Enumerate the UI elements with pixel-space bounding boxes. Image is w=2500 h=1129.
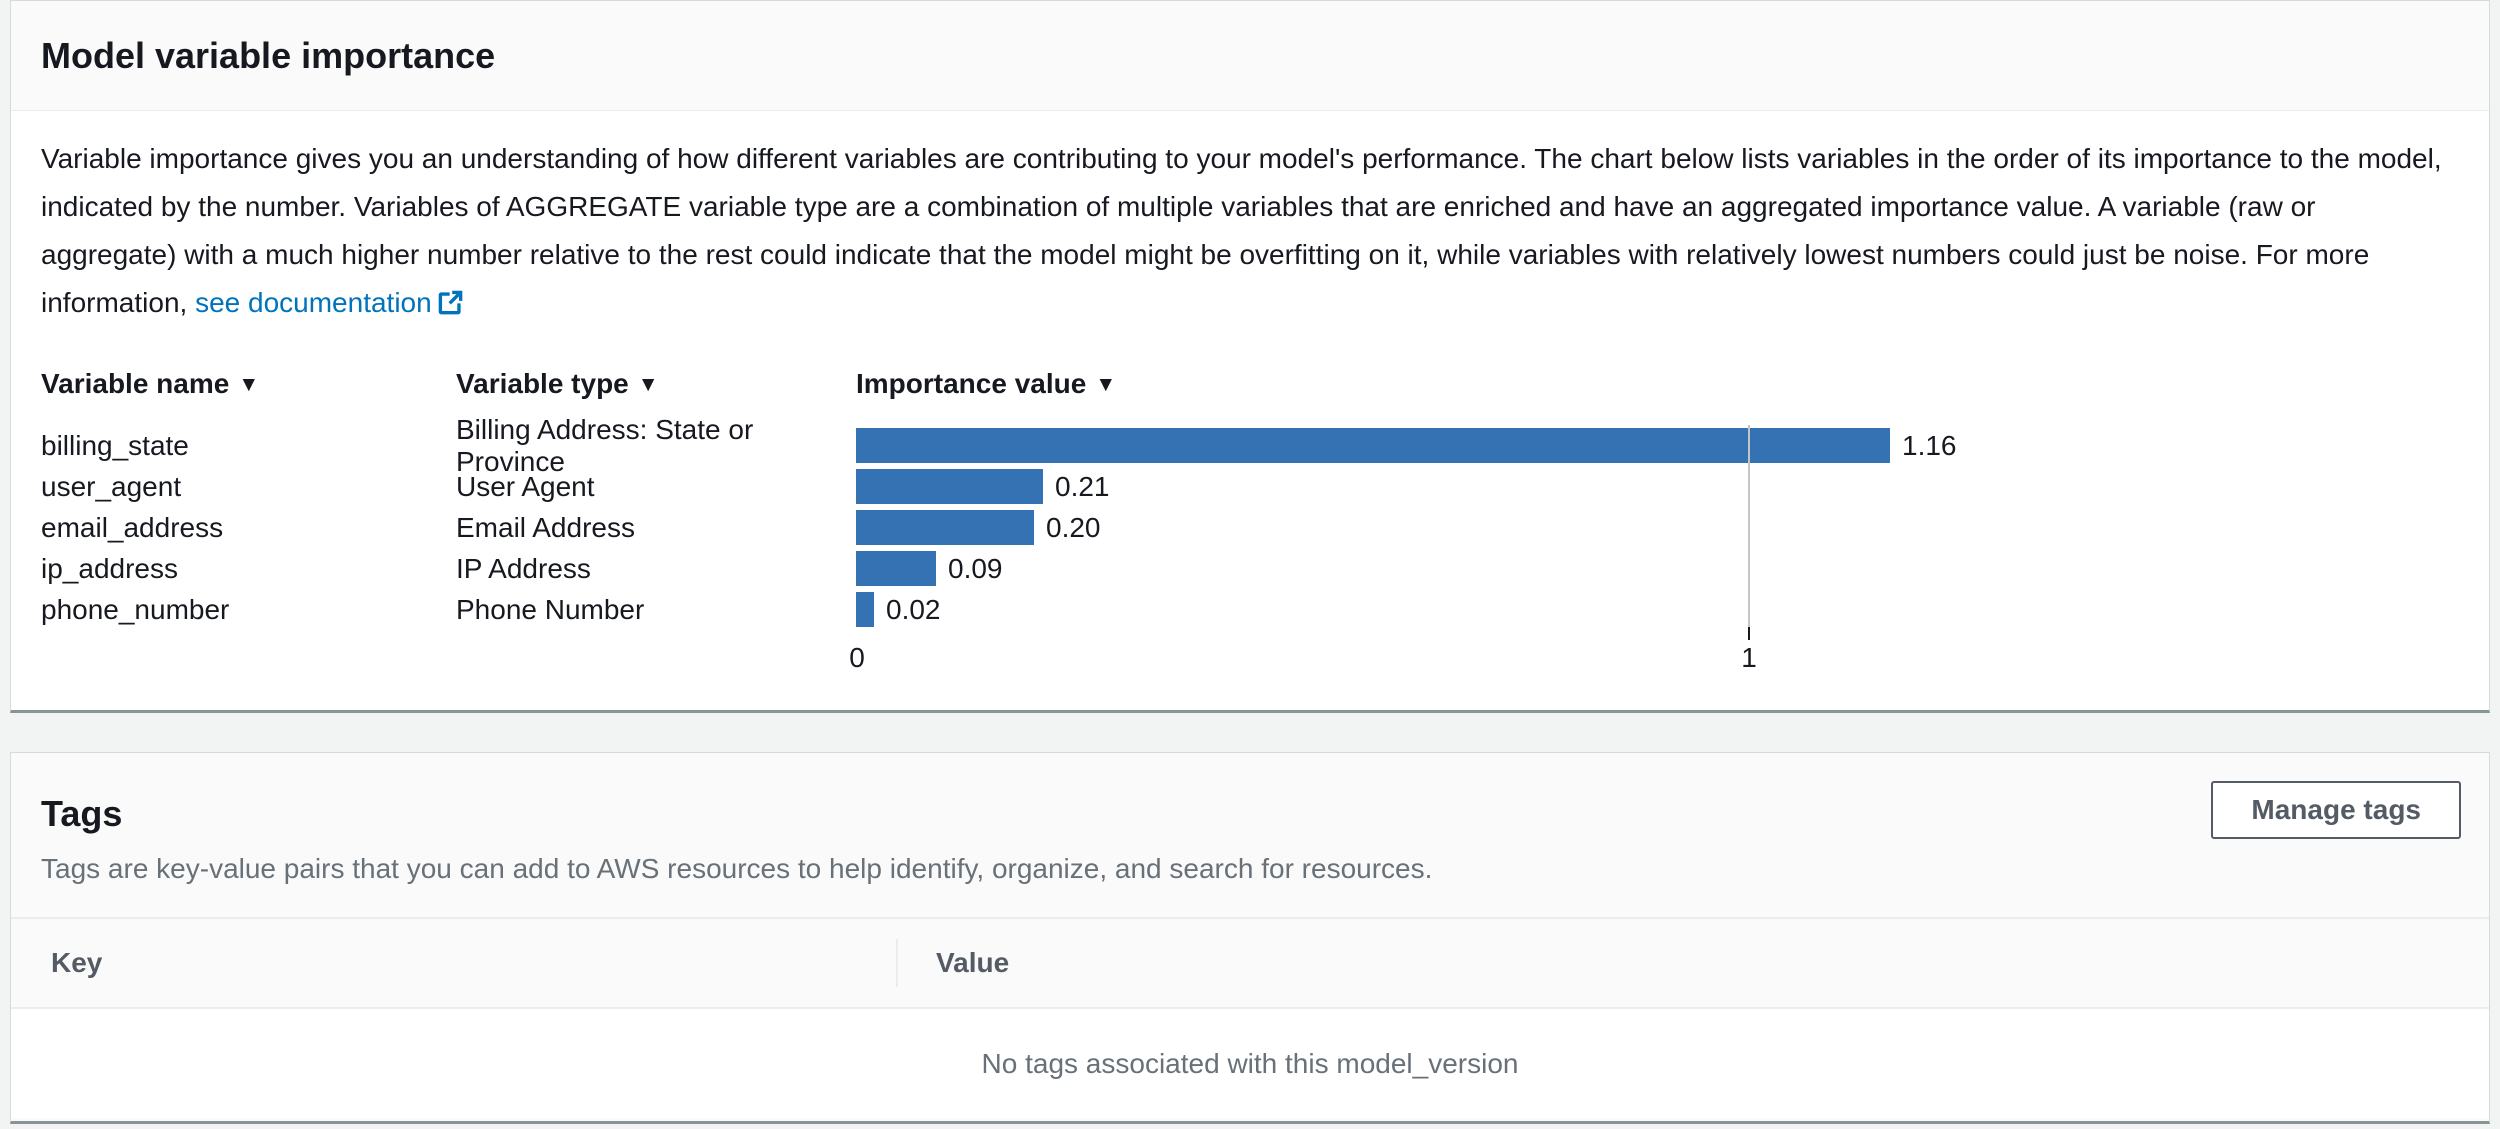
variable-name: phone_number (41, 593, 230, 625)
tags-empty-state: No tags associated with this model_versi… (11, 1009, 2489, 1118)
importance-bar-cell: 0.09 (856, 548, 2459, 589)
variable-type: User Agent (456, 470, 595, 502)
importance-bar (856, 510, 1034, 545)
variable-name: billing_state (41, 429, 189, 461)
description-text: Variable importance gives you an underst… (41, 143, 2442, 318)
importance-row-phone_number: phone_number Phone Number 0.02 (41, 589, 2459, 630)
sort-descending-icon: ▼ (238, 372, 260, 396)
column-divider (896, 939, 898, 987)
external-link-icon (437, 283, 464, 331)
variable-name: email_address (41, 511, 224, 543)
importance-bar (856, 428, 1890, 463)
chart-gridline (1748, 425, 1750, 630)
importance-description: Variable importance gives you an underst… (41, 135, 2459, 331)
variable-type: Phone Number (456, 593, 645, 625)
column-header-value: Value (936, 947, 1010, 978)
importance-row-billing_state: billing_state Billing Address: State or P… (41, 414, 2459, 477)
manage-tags-button[interactable]: Manage tags (2211, 781, 2461, 839)
importance-bar-cell: 0.20 (856, 507, 2459, 548)
importance-value-label: 1.16 (1902, 429, 1957, 461)
column-header-variable-name[interactable]: Variable name ▼ (41, 368, 260, 399)
importance-value-label: 0.20 (1046, 511, 1101, 543)
importance-bar-cell: 0.02 (856, 589, 2459, 630)
variable-type: IP Address (456, 552, 591, 584)
variable-type: Email Address (456, 511, 635, 543)
axis-tick-label: 0 (849, 642, 865, 673)
tags-description: Tags are key-value pairs that you can ad… (41, 853, 1433, 884)
column-header-variable-type[interactable]: Variable type ▼ (456, 368, 659, 399)
see-documentation-link[interactable]: see documentation (195, 287, 464, 318)
variable-name: user_agent (41, 470, 182, 502)
importance-value-label: 0.21 (1055, 470, 1110, 502)
card-header: Model variable importance (11, 1, 2489, 111)
importance-bar (856, 592, 874, 627)
axis-tick-label: 1 (1741, 642, 1757, 673)
tags-header-text: Tags Tags are key-value pairs that you c… (41, 789, 1432, 885)
importance-table-header: Variable name ▼ Variable type ▼ Importance… (41, 367, 2459, 401)
importance-bar-cell: 0.21 (856, 466, 2459, 507)
importance-row-user_agent: user_agent User Agent 0.21 (41, 466, 2459, 507)
column-header-importance-value[interactable]: Importance value ▼ (856, 368, 1117, 399)
variable-name: ip_address (41, 552, 178, 584)
tags-table-header: Key Value (11, 919, 2489, 1009)
sort-descending-icon: ▼ (1095, 372, 1117, 396)
importance-row-ip_address: ip_address IP Address 0.09 (41, 548, 2459, 589)
axis-tick-mark (1748, 627, 1750, 640)
importance-bar-cell: 1.16 (856, 425, 2459, 466)
variable-importance-card: Model variable importance Variable impor… (10, 0, 2490, 713)
importance-row-email_address: email_address Email Address 0.20 (41, 507, 2459, 548)
importance-bar (856, 469, 1043, 504)
importance-value-label: 0.09 (948, 552, 1003, 584)
importance-bar-chart: billing_state Billing Address: State or P… (41, 414, 2459, 630)
sort-descending-icon: ▼ (637, 372, 659, 396)
tags-header: Tags Tags are key-value pairs that you c… (11, 753, 2489, 919)
variable-type: Billing Address: State or Province (456, 413, 754, 477)
importance-bar (856, 551, 936, 586)
tags-title: Tags (41, 793, 123, 834)
card-body: Variable importance gives you an underst… (11, 135, 2489, 674)
column-header-key: Key (51, 947, 103, 978)
importance-value-label: 0.02 (886, 593, 941, 625)
card-title: Model variable importance (41, 34, 496, 76)
tags-card: Tags Tags are key-value pairs that you c… (10, 752, 2490, 1124)
